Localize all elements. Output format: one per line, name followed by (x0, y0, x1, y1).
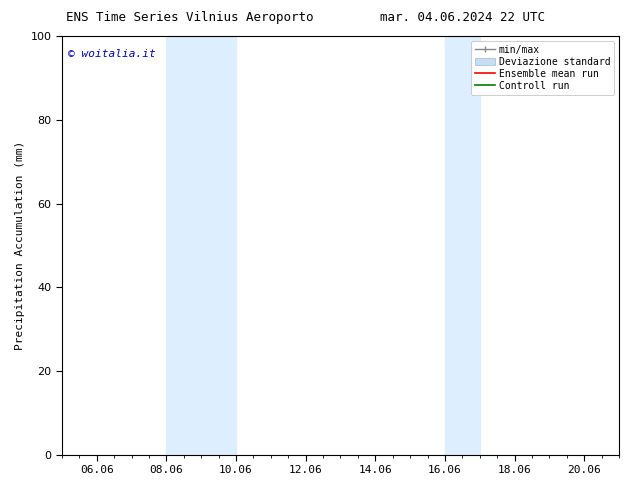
Text: ENS Time Series Vilnius Aeroporto: ENS Time Series Vilnius Aeroporto (67, 11, 314, 24)
Text: mar. 04.06.2024 22 UTC: mar. 04.06.2024 22 UTC (380, 11, 545, 24)
Bar (445, 36, 480, 455)
Y-axis label: Precipitation Accumulation (mm): Precipitation Accumulation (mm) (15, 141, 25, 350)
Bar (166, 36, 236, 455)
Legend: min/max, Deviazione standard, Ensemble mean run, Controll run: min/max, Deviazione standard, Ensemble m… (472, 41, 614, 95)
Text: © woitalia.it: © woitalia.it (68, 49, 155, 59)
